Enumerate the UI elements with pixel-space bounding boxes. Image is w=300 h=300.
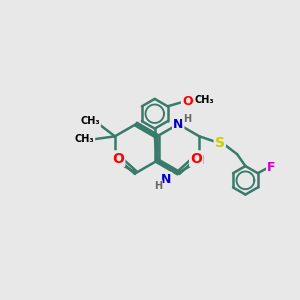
- Text: O: O: [182, 95, 193, 108]
- Text: O: O: [112, 152, 124, 166]
- Text: O: O: [182, 95, 193, 108]
- Text: O: O: [190, 152, 202, 166]
- Text: O: O: [112, 152, 124, 166]
- Text: O: O: [190, 152, 202, 166]
- Text: H: H: [154, 181, 162, 191]
- Text: N: N: [194, 154, 205, 167]
- Text: F: F: [267, 161, 276, 174]
- Text: S: S: [215, 136, 225, 150]
- Text: CH₃: CH₃: [195, 95, 214, 105]
- Text: S: S: [215, 136, 225, 150]
- Text: F: F: [267, 161, 276, 174]
- Text: CH₃: CH₃: [80, 116, 100, 127]
- Text: N: N: [161, 173, 171, 186]
- Text: CH₃: CH₃: [75, 134, 94, 144]
- Text: H: H: [183, 114, 191, 124]
- Text: N: N: [173, 118, 183, 130]
